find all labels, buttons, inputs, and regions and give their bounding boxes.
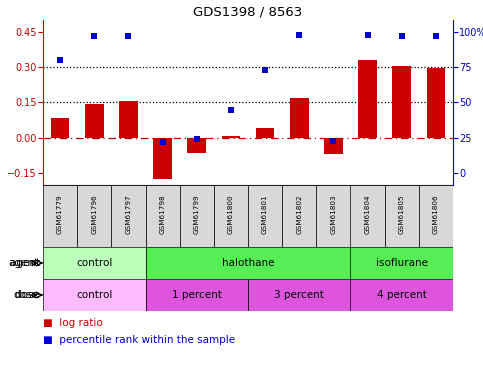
Bar [187,138,206,153]
Bar [112,185,145,247]
Text: GSM61779: GSM61779 [57,194,63,234]
Bar [51,118,70,138]
Point [364,32,371,38]
Bar [351,247,453,279]
Text: GSM61799: GSM61799 [194,194,200,234]
Bar [351,185,384,247]
Text: GSM61800: GSM61800 [228,194,234,234]
Point [261,67,269,73]
Text: GSM61796: GSM61796 [91,194,97,234]
Bar [43,185,77,247]
Point [227,106,235,112]
Point [90,33,98,39]
Text: GSM61797: GSM61797 [126,194,131,234]
Text: ■  percentile rank within the sample: ■ percentile rank within the sample [43,335,235,345]
Bar [145,247,351,279]
Bar [145,279,248,311]
Text: GSM61803: GSM61803 [330,194,337,234]
Point [193,136,200,142]
Bar [419,185,453,247]
Bar [145,185,180,247]
Bar [358,60,377,138]
Point [296,32,303,38]
Bar [351,279,453,311]
Text: dose: dose [14,290,38,300]
Text: agent: agent [10,258,43,268]
Text: 4 percent: 4 percent [377,290,426,300]
Point [398,33,406,39]
Bar [316,185,351,247]
Bar [43,247,145,279]
Bar [248,279,351,311]
Bar [222,136,241,138]
Bar [180,185,214,247]
Text: 1 percent: 1 percent [172,290,222,300]
Text: 3 percent: 3 percent [274,290,324,300]
Bar [282,185,316,247]
Text: control: control [76,258,113,268]
Text: GSM61798: GSM61798 [159,194,166,234]
Bar [119,101,138,138]
Text: GSM61806: GSM61806 [433,194,439,234]
Bar [43,279,145,311]
Bar [426,68,445,138]
Bar [256,128,274,138]
Bar [384,185,419,247]
Text: dose: dose [15,290,43,300]
Text: isoflurane: isoflurane [376,258,428,268]
Bar [153,138,172,179]
Text: GSM61805: GSM61805 [399,194,405,234]
Bar [214,185,248,247]
Point [432,33,440,39]
Text: control: control [76,290,113,300]
Bar [290,98,309,138]
Text: GSM61804: GSM61804 [365,194,370,234]
Point [125,33,132,39]
Text: GSM61801: GSM61801 [262,194,268,234]
Bar [77,185,112,247]
Point [56,57,64,63]
Point [329,138,337,144]
Text: GSM61802: GSM61802 [296,194,302,234]
Text: halothane: halothane [222,258,274,268]
Bar [85,104,104,138]
Title: GDS1398 / 8563: GDS1398 / 8563 [193,6,303,19]
Text: agent: agent [8,258,38,268]
Bar [248,185,282,247]
Bar [324,138,343,154]
Text: ■  log ratio: ■ log ratio [43,318,103,328]
Bar [392,66,411,138]
Point [159,139,167,145]
